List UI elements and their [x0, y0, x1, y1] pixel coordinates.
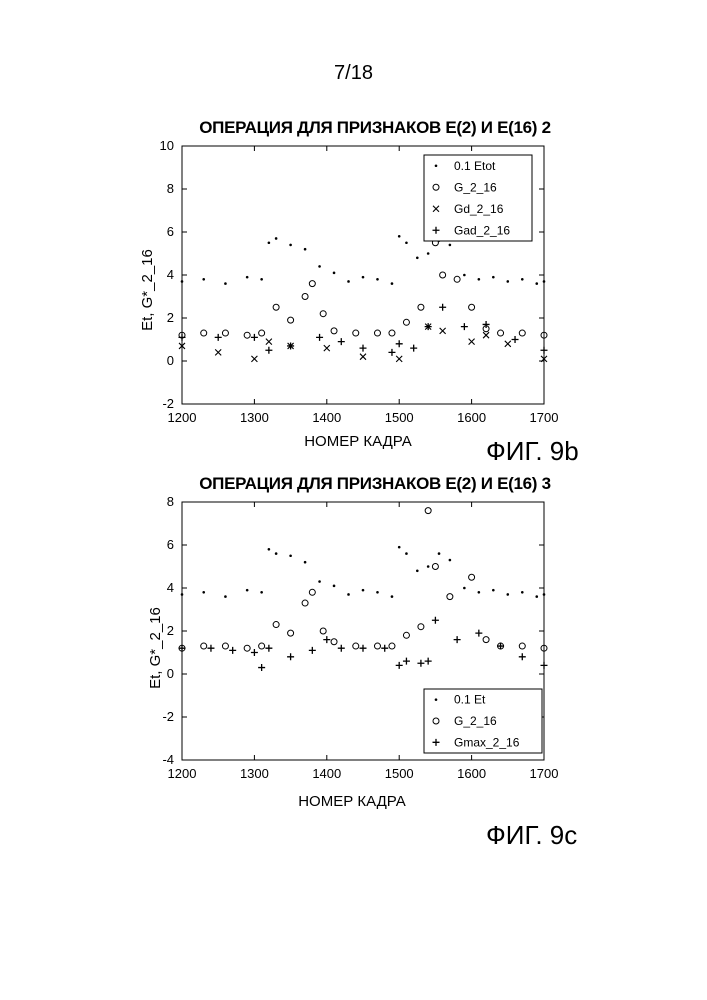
legend-marker	[435, 698, 438, 701]
data-point	[260, 278, 263, 281]
legend-label: Gd_2_16	[454, 202, 504, 216]
y-tick-label: -2	[162, 396, 174, 411]
legend-label: Gad_2_16	[454, 223, 510, 237]
data-point	[202, 591, 205, 594]
data-point	[507, 280, 510, 283]
data-point	[416, 257, 419, 260]
data-point	[521, 591, 524, 594]
x-axis-label-9b: НОМЕР КАДРА	[304, 433, 412, 450]
data-point	[535, 595, 538, 598]
y-tick-label: 4	[167, 267, 174, 282]
y-tick-label: 6	[167, 537, 174, 552]
data-point	[463, 274, 466, 277]
y-axis-label-9c: Et, G*_2_16	[147, 607, 164, 689]
x-tick-label: 1300	[240, 766, 269, 781]
data-point	[492, 276, 495, 279]
data-point	[202, 278, 205, 281]
data-point	[543, 593, 546, 596]
data-point	[543, 280, 546, 283]
y-axis-label-9b: Et, G*_2_16	[139, 249, 156, 331]
data-point	[304, 248, 307, 251]
data-point	[416, 570, 419, 573]
y-tick-label: 8	[167, 494, 174, 509]
x-axis-label-9c: НОМЕР КАДРА	[298, 793, 406, 810]
data-point	[398, 235, 401, 238]
y-tick-label: 4	[167, 580, 174, 595]
chart-9b: 1200 1300 1400 1500 1600 1700 -2 0 2 4 6 8 10 НОМЕР К…	[139, 138, 558, 450]
data-point	[492, 589, 495, 592]
x-tick-label: 1500	[385, 410, 414, 425]
data-point	[246, 276, 249, 279]
x-tick-label: 1200	[168, 766, 197, 781]
data-point	[289, 554, 292, 557]
data-point	[347, 593, 350, 596]
data-point	[304, 561, 307, 564]
data-point	[362, 276, 365, 279]
data-point	[333, 272, 336, 275]
x-tick-label: 1600	[457, 410, 486, 425]
data-point	[181, 593, 184, 596]
y-tick-label: 6	[167, 224, 174, 239]
x-tick-label: 1200	[168, 410, 197, 425]
legend-label: 0.1 Et	[454, 693, 486, 707]
y-tick-label: 2	[167, 310, 174, 325]
chart-9c: 1200 1300 1400 1500 1600 1700 -4 -2 0 2 4 6 8 НОМЕР К…	[147, 494, 558, 810]
data-point	[318, 580, 321, 583]
legend-9c: 0.1 Et G_2_16 Gmax_2_16	[424, 689, 542, 753]
legend-9b: 0.1 Etot G_2_16 Gd_2_16 Gad_2_16	[424, 155, 532, 241]
data-point	[427, 252, 430, 255]
data-point	[268, 241, 271, 244]
data-point	[391, 595, 394, 598]
y-tick-label: 0	[167, 666, 174, 681]
data-point	[224, 282, 227, 285]
data-point	[333, 585, 336, 588]
y-tick-label: 2	[167, 623, 174, 638]
data-point	[268, 548, 271, 551]
data-point	[376, 591, 379, 594]
data-point	[405, 552, 408, 555]
data-point	[521, 278, 524, 281]
legend-label: Gmax_2_16	[454, 735, 520, 749]
y-tick-label: -2	[162, 709, 174, 724]
data-point	[275, 552, 278, 555]
data-point	[535, 282, 538, 285]
data-point	[318, 265, 321, 268]
y-tick-label: 8	[167, 181, 174, 196]
y-tick-label: -4	[162, 752, 174, 767]
x-tick-label: 1700	[530, 410, 559, 425]
data-point	[478, 591, 481, 594]
data-point	[507, 593, 510, 596]
data-point	[438, 552, 441, 555]
x-tick-label: 1300	[240, 410, 269, 425]
data-point	[478, 278, 481, 281]
data-point	[275, 237, 278, 240]
data-point	[224, 595, 227, 598]
legend-label: G_2_16	[454, 180, 497, 194]
data-point	[376, 278, 379, 281]
data-point	[449, 559, 452, 562]
legend-label: 0.1 Etot	[454, 159, 496, 173]
x-tick-label: 1500	[385, 766, 414, 781]
x-tick-label: 1600	[457, 766, 486, 781]
data-point	[449, 244, 452, 247]
data-point	[398, 546, 401, 549]
y-tick-label: 0	[167, 353, 174, 368]
data-point	[391, 282, 394, 285]
data-point	[405, 241, 408, 244]
x-tick-label: 1400	[312, 410, 341, 425]
data-point	[181, 280, 184, 283]
legend-label: G_2_16	[454, 714, 497, 728]
legend-marker	[435, 164, 438, 167]
data-point	[427, 565, 430, 568]
data-point	[362, 589, 365, 592]
data-point	[289, 244, 292, 247]
x-tick-label: 1700	[530, 766, 559, 781]
y-tick-label: 10	[160, 138, 174, 153]
data-point	[260, 591, 263, 594]
data-point	[347, 280, 350, 283]
data-point	[463, 587, 466, 590]
x-tick-label: 1400	[312, 766, 341, 781]
data-point	[246, 589, 249, 592]
